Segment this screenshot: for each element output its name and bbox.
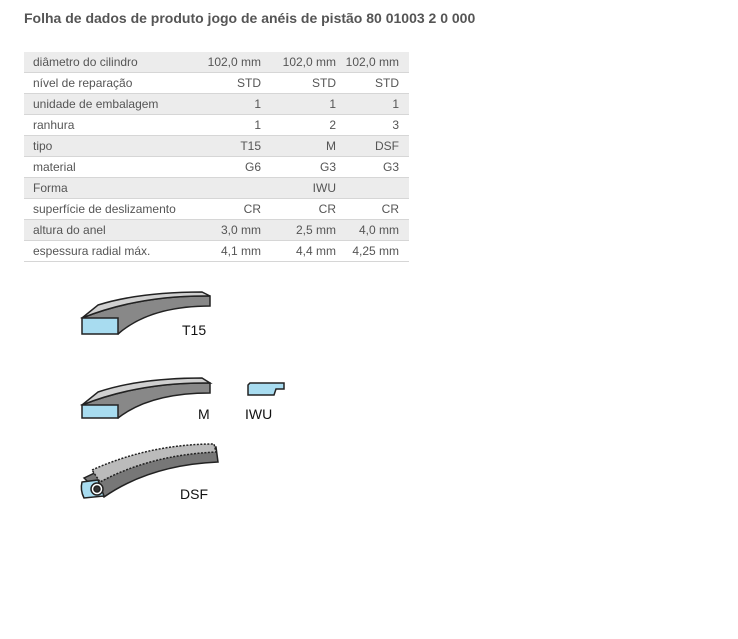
ring-dsf-image bbox=[80, 443, 219, 499]
row-label: altura do anel bbox=[24, 219, 186, 241]
row-value: CR bbox=[261, 198, 336, 220]
row-value: 4,0 mm bbox=[336, 219, 409, 241]
label-dsf: DSF bbox=[180, 486, 208, 502]
table-row: diâmetro do cilindro 102,0 mm 102,0 mm 102,… bbox=[24, 52, 409, 73]
row-value: 4,4 mm bbox=[261, 240, 336, 262]
product-data-table: diâmetro do cilindro 102,0 mm 102,0 mm 102,… bbox=[24, 52, 409, 262]
row-value: 1 bbox=[261, 93, 336, 115]
row-value: 102,0 mm bbox=[336, 52, 409, 73]
table-row: unidade de embalagem 1 1 1 bbox=[24, 93, 409, 115]
row-value: 1 bbox=[186, 93, 261, 115]
row-value: CR bbox=[186, 198, 261, 220]
table-row: superfície de deslizamento CR CR CR bbox=[24, 198, 409, 220]
row-value: 2 bbox=[261, 114, 336, 136]
row-value: STD bbox=[186, 72, 261, 94]
row-label: material bbox=[24, 156, 186, 178]
table-row: Forma IWU bbox=[24, 177, 409, 199]
table-row: material G6 G3 G3 bbox=[24, 156, 409, 178]
label-m: M bbox=[198, 406, 210, 422]
row-label: nível de reparação bbox=[24, 72, 186, 94]
row-value: 102,0 mm bbox=[261, 52, 336, 73]
label-t15: T15 bbox=[182, 322, 207, 338]
row-label: ranhura bbox=[24, 114, 186, 136]
row-label: superfície de deslizamento bbox=[24, 198, 186, 220]
row-label: tipo bbox=[24, 135, 186, 157]
row-value: G6 bbox=[186, 156, 261, 178]
row-value: T15 bbox=[186, 135, 261, 157]
row-value bbox=[186, 177, 261, 199]
ring-m-image bbox=[79, 377, 213, 419]
row-label: unidade de embalagem bbox=[24, 93, 186, 115]
table-row: espessura radial máx. 4,1 mm 4,4 mm 4,25 mm bbox=[24, 240, 409, 262]
row-value: 1 bbox=[336, 93, 409, 115]
ring-t15-image bbox=[80, 291, 211, 335]
row-label: espessura radial máx. bbox=[24, 240, 186, 262]
table-row: ranhura 1 2 3 bbox=[24, 114, 409, 136]
table-row: altura do anel 3,0 mm 2,5 mm 4,0 mm bbox=[24, 219, 409, 241]
row-value: 4,1 mm bbox=[186, 240, 261, 262]
row-value: IWU bbox=[261, 177, 336, 199]
row-value: G3 bbox=[336, 156, 409, 178]
row-value: 3,0 mm bbox=[186, 219, 261, 241]
iwu-profile-image bbox=[247, 382, 285, 396]
row-label: Forma bbox=[24, 177, 186, 199]
row-value: CR bbox=[336, 198, 409, 220]
row-value: 102,0 mm bbox=[186, 52, 261, 73]
row-value: STD bbox=[336, 72, 409, 94]
row-value: 4,25 mm bbox=[336, 240, 409, 262]
page-title: Folha de dados de produto jogo de anéis … bbox=[24, 10, 476, 26]
label-iwu: IWU bbox=[245, 406, 273, 422]
row-value bbox=[336, 177, 409, 199]
table-row: nível de reparação STD STD STD bbox=[24, 72, 409, 94]
row-value: G3 bbox=[261, 156, 336, 178]
row-value: 2,5 mm bbox=[261, 219, 336, 241]
row-label: diâmetro do cilindro bbox=[24, 52, 186, 73]
row-value: DSF bbox=[336, 135, 409, 157]
row-value: STD bbox=[261, 72, 336, 94]
row-value: 3 bbox=[336, 114, 409, 136]
row-value: M bbox=[261, 135, 336, 157]
row-value: 1 bbox=[186, 114, 261, 136]
table-row: tipo T15 M DSF bbox=[24, 135, 409, 157]
